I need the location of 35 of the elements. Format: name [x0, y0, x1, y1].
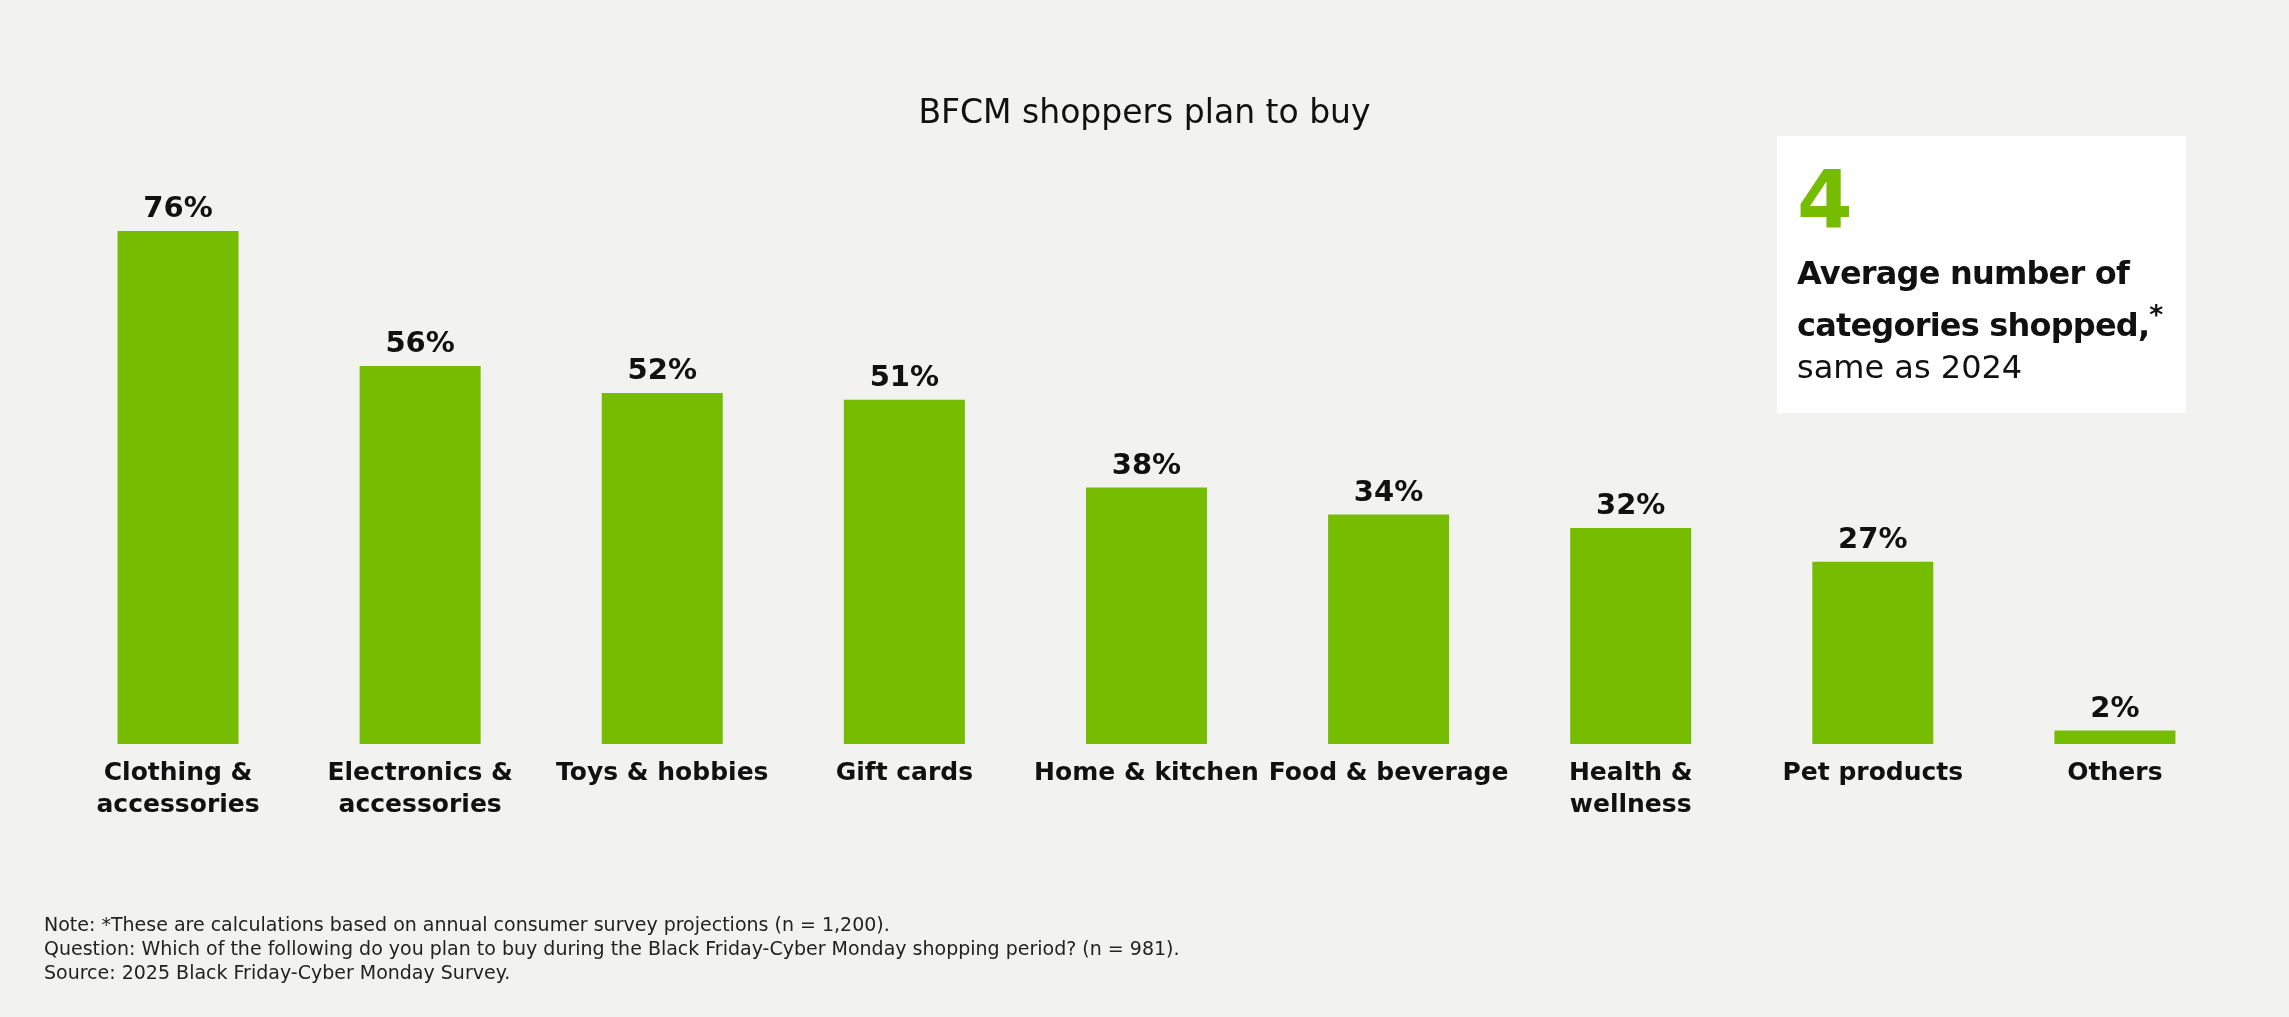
- text: Question: Which of the following do you plan to buy during the Black Friday-Cyber Monday shopping period? (n = 981).: [44, 936, 1180, 960]
- x-tick-label: Electronics & accessories: [327, 757, 513, 818]
- data-label: 27%: [1838, 520, 1908, 555]
- annotation: same as 2024: [1797, 346, 2024, 388]
- bar: [1328, 514, 1450, 744]
- x-tick-label: Food & beverage: [1268, 757, 1509, 786]
- x-tick-label: Home & kitchen: [1034, 757, 1259, 786]
- bar: [1085, 487, 1207, 744]
- chart-title: BFCM shoppers plan to buy: [917, 92, 1372, 131]
- data-label: 32%: [1595, 487, 1666, 521]
- text: Note: *These are calculations based on annual consumer survey projections (n = 1,200).: [44, 912, 891, 936]
- annotation: Average number of categories shopped,$^{*}$: [1797, 253, 2164, 346]
- x-tick-label: Clothing & accessories: [96, 757, 260, 818]
- data-label: 2%: [2090, 689, 2140, 724]
- x-tick-label: Pet products: [1782, 757, 1964, 786]
- bar: [601, 393, 723, 744]
- data-label: 38%: [1111, 446, 1182, 481]
- data-label: 51%: [869, 358, 940, 393]
- bar: [1812, 561, 1934, 744]
- bar: [2054, 730, 2176, 744]
- source-note: Source: 2025 Black Friday-Cyber Monday Survey.: [44, 960, 512, 984]
- bar: [843, 399, 965, 744]
- data-label: 76%: [143, 190, 213, 224]
- data-label: 56%: [385, 325, 455, 359]
- annotation: 4: [1797, 154, 1854, 247]
- x-tick-label: Health & wellness: [1568, 757, 1693, 818]
- bar: [1570, 528, 1692, 744]
- data-label: 34%: [1353, 473, 1424, 508]
- bar: [117, 231, 239, 744]
- x-tick-label: Gift cards: [835, 757, 974, 786]
- info-card: 4 Average number of categories shopped,$^{*}$ same as 2024: [1777, 136, 2186, 413]
- data-label: 52%: [627, 352, 697, 386]
- x-tick-label: Toys & hobbies: [556, 757, 769, 786]
- x-tick-label: Others: [2067, 757, 2163, 786]
- bar: [359, 366, 481, 744]
